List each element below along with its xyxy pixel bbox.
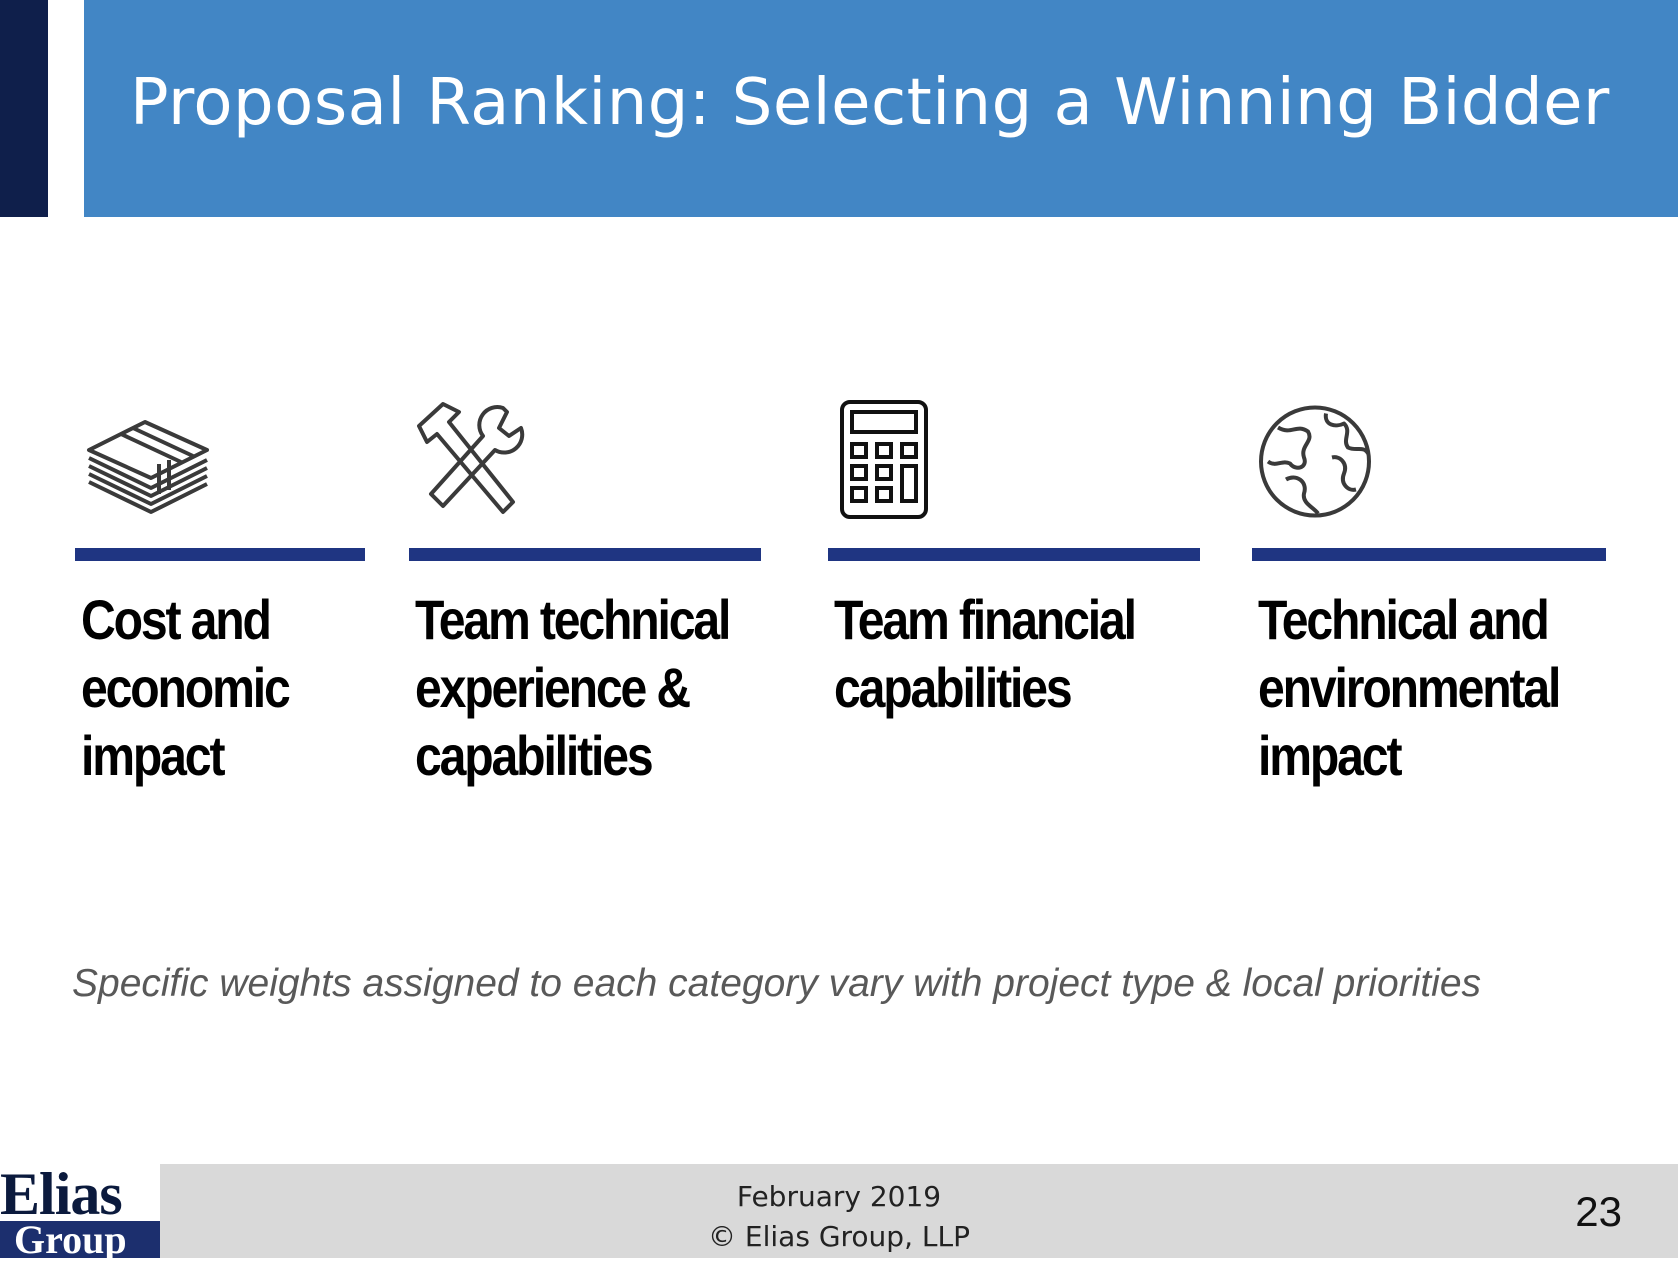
slide-title: Proposal Ranking: Selecting a Winning Bi… [130,66,1610,140]
category-label: Team technical experience & capabilities [415,588,731,787]
title-band: Proposal Ranking: Selecting a Winning Bi… [84,0,1678,217]
category-rule [75,548,365,561]
calculator-icon [838,398,930,523]
footer-date: February 2019 [736,1180,942,1213]
category-rule [1252,548,1606,561]
category-label: Team financial capabilities [834,588,1137,719]
category-label: Technical and environmental impact [1258,588,1561,787]
globe-icon [1256,398,1374,523]
footer-copyright: © Elias Group, LLP [708,1220,970,1253]
category-label: Cost and economic impact [81,588,291,787]
category-rule [409,548,761,561]
footer-band [0,1164,1678,1258]
category-rule [828,548,1200,561]
elias-group-logo: Elias Group [0,1161,160,1260]
logo-top-text: Elias [0,1161,123,1227]
page-number: 23 [1575,1188,1622,1235]
hammer-wrench-icon [409,398,539,523]
left-accent-bar [0,0,48,217]
weights-note: Specific weights assigned to each catego… [72,962,1482,1005]
money-stack-icon [83,398,213,523]
logo-bottom-text: Group [0,1220,160,1260]
